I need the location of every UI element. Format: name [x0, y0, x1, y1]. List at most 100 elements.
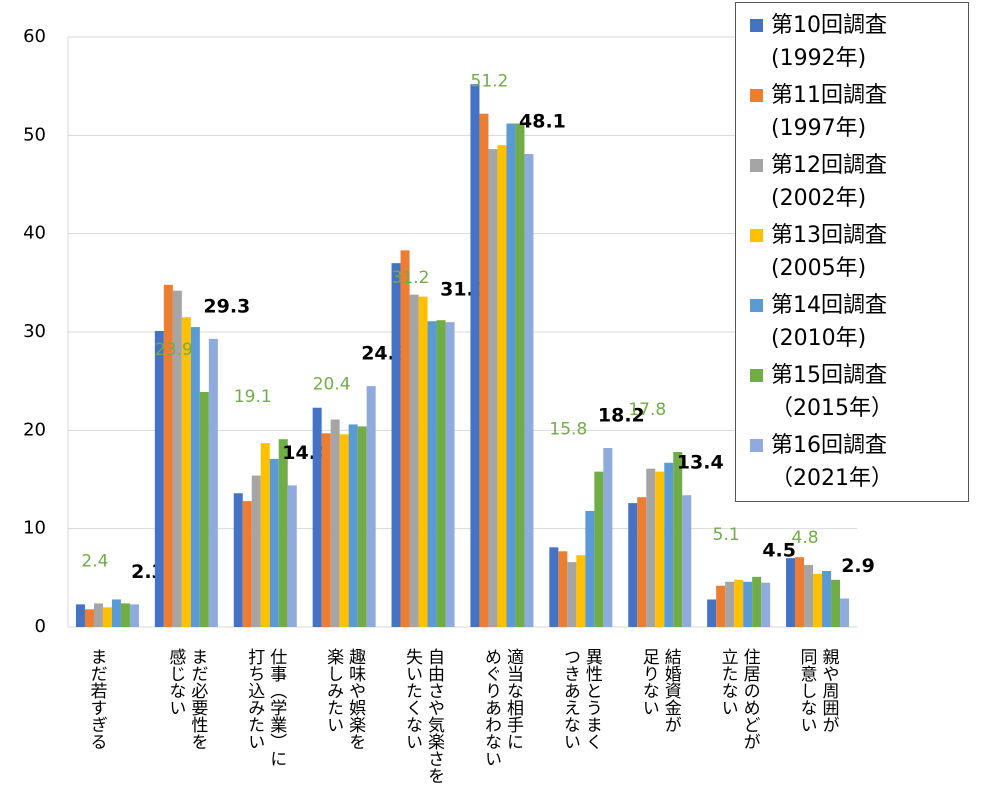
bar [655, 471, 665, 627]
bar [524, 154, 534, 627]
legend-item: 第11回調査 (1997年) [750, 79, 968, 149]
bar [716, 585, 726, 627]
bar [251, 475, 261, 627]
bar [111, 599, 121, 627]
bar [330, 419, 340, 627]
data-label: 18.2 [598, 405, 645, 427]
data-label: 31.2 [392, 268, 430, 288]
bar [831, 579, 841, 627]
x-tick-label: 仕事（学業）に 打ち込みたい [244, 648, 287, 767]
bar [646, 468, 656, 627]
legend-item: 第10回調査 (1992年) [750, 9, 968, 79]
y-tick-label: 50 [23, 124, 46, 145]
data-label: 23.9 [155, 340, 193, 360]
data-label: 5.1 [713, 525, 740, 545]
bar [154, 331, 164, 627]
data-label: 17.8 [628, 400, 666, 420]
bar [497, 145, 507, 627]
data-label: 15.8 [549, 420, 587, 440]
data-label: 13.4 [677, 452, 724, 474]
bar [287, 485, 297, 627]
bar [470, 84, 480, 627]
bar [804, 565, 814, 627]
bar [278, 439, 288, 627]
bar [664, 462, 674, 627]
bar [603, 448, 613, 627]
y-tick-label: 20 [23, 419, 46, 440]
bar [515, 123, 525, 628]
legend-label: 第15回調査 （2015年） [771, 363, 893, 421]
bar [233, 493, 243, 627]
bar [418, 296, 428, 627]
data-label: 20.4 [313, 374, 351, 394]
bar [120, 603, 130, 627]
bar [242, 501, 252, 627]
bar [269, 458, 279, 627]
y-tick-label: 30 [23, 321, 46, 342]
x-tick-label: まだ必要性を 感じない [165, 648, 208, 750]
bar [199, 391, 209, 627]
bar [172, 290, 182, 627]
legend: 第10回調査 (1992年) 第11回調査 (1997年) 第12回調査 (2002… [735, 2, 969, 502]
bar [786, 558, 796, 627]
y-tick-label: 0 [35, 616, 46, 637]
legend-label: 第10回調査 (1992年) [771, 13, 887, 71]
bar [567, 562, 577, 627]
bar [93, 603, 103, 627]
bar [208, 338, 218, 627]
legend-swatch [750, 439, 763, 452]
bar [427, 321, 437, 627]
legend-label: 第16回調査 （2021年） [771, 433, 893, 491]
bar [558, 551, 568, 627]
x-tick-label: 趣味や娯楽を 楽しみたい [323, 648, 366, 750]
bar [707, 599, 717, 627]
bar [339, 434, 349, 627]
legend-item: 第13回調査 (2005年) [750, 219, 968, 289]
bar [628, 503, 638, 627]
bar [181, 317, 191, 627]
x-tick-label: 結婚資金が 足りない [638, 648, 681, 733]
bar [761, 582, 771, 627]
legend-item: 第16回調査 （2021年） [750, 429, 968, 499]
data-label: 29.3 [203, 295, 250, 317]
bar [436, 320, 446, 627]
bar [321, 433, 331, 627]
bar [752, 576, 762, 627]
x-tick-label: 親や周囲が 同意しない [796, 648, 839, 733]
bar [391, 263, 401, 627]
bar [348, 424, 358, 627]
bar [840, 598, 850, 627]
data-label: 51.2 [471, 72, 509, 92]
legend-swatch [750, 369, 763, 382]
bar [409, 294, 419, 627]
data-label: 2.9 [841, 555, 875, 577]
bar [813, 573, 823, 627]
bar [357, 426, 367, 627]
bar [312, 407, 322, 627]
legend-label: 第13回調査 (2005年) [771, 223, 887, 281]
legend-swatch [750, 159, 763, 172]
bar [725, 581, 735, 627]
bar [445, 322, 455, 627]
bar [129, 604, 139, 627]
bar [102, 607, 112, 627]
bar [594, 471, 604, 627]
bar [637, 497, 647, 627]
bar [75, 604, 85, 627]
legend-item: 第12回調査 (2002年) [750, 149, 968, 219]
x-tick-label: まだ若すぎる [86, 648, 107, 750]
bar [743, 581, 753, 627]
y-tick-label: 60 [23, 26, 46, 47]
bar [84, 609, 94, 627]
bar [822, 570, 832, 627]
bar [673, 451, 683, 627]
legend-item: 第14回調査 (2010年) [750, 289, 968, 359]
bar [585, 510, 595, 627]
bar [795, 557, 805, 627]
legend-swatch [750, 19, 763, 32]
bar [488, 149, 498, 627]
bar [506, 123, 516, 628]
bar [682, 495, 692, 627]
legend-swatch [750, 89, 763, 102]
